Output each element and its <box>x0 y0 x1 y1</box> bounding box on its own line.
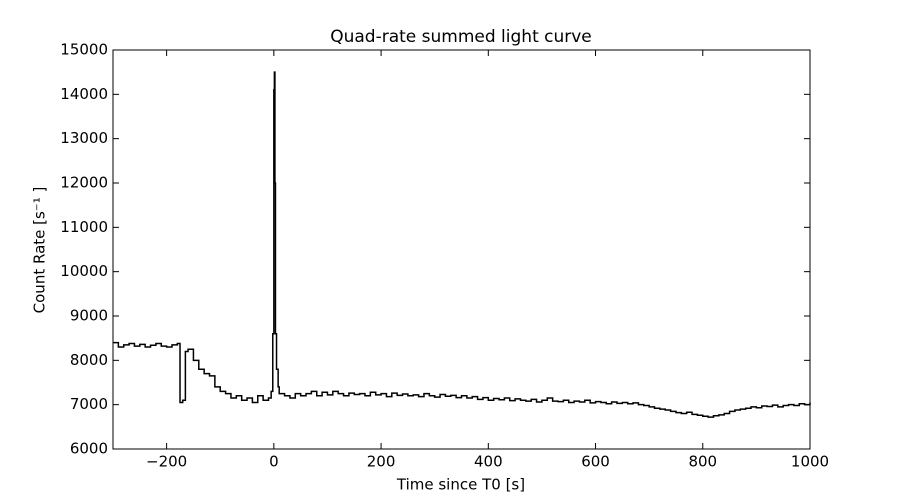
y-tick-label: 15000 <box>60 41 108 59</box>
y-tick-label: 6000 <box>70 440 108 458</box>
x-tick-label: −200 <box>146 453 187 471</box>
y-tick-label: 12000 <box>60 174 108 192</box>
y-tick-label: 10000 <box>60 262 108 280</box>
y-tick-label: 13000 <box>60 129 108 147</box>
y-tick-label: 11000 <box>60 218 108 236</box>
x-tick-label: 1000 <box>791 453 829 471</box>
x-tick-label: 600 <box>581 453 610 471</box>
x-tick-label: 0 <box>269 453 279 471</box>
x-axis-label: Time since T0 [s] <box>396 476 525 494</box>
y-axis-label: Count Rate [s⁻¹ ] <box>31 187 49 314</box>
y-tick-label: 14000 <box>60 85 108 103</box>
light-curve <box>113 71 811 418</box>
chart-title: Quad-rate summed light curve <box>330 27 592 47</box>
x-tick-label: 200 <box>367 453 396 471</box>
x-tick-label: 800 <box>688 453 717 471</box>
x-tick-label: 400 <box>474 453 503 471</box>
y-tick-label: 8000 <box>70 351 108 369</box>
y-tick-label: 9000 <box>70 307 108 325</box>
y-tick-label: 7000 <box>70 395 108 413</box>
plot-frame <box>112 49 811 450</box>
